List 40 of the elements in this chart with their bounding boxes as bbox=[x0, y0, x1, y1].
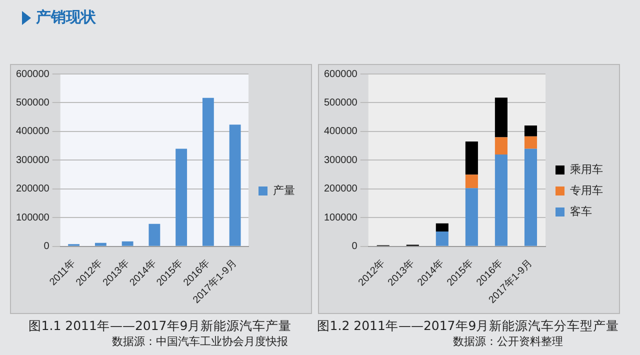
legend-label: 客车 bbox=[570, 205, 592, 218]
text: 数据源：公开资料整理 bbox=[452, 334, 564, 350]
legend-label: 乘用车 bbox=[570, 163, 603, 176]
bar bbox=[148, 224, 160, 246]
bar bbox=[229, 124, 241, 246]
bar bbox=[494, 154, 508, 246]
y-tick-label: 600000 bbox=[16, 68, 50, 80]
chart-title: 产销现状 bbox=[36, 8, 96, 27]
bar bbox=[122, 241, 134, 246]
bar bbox=[465, 142, 478, 175]
bar bbox=[94, 242, 106, 246]
y-tick-label: 400000 bbox=[16, 126, 50, 138]
y-tick-label: 0 bbox=[44, 241, 50, 252]
bar bbox=[436, 231, 448, 246]
bar bbox=[524, 148, 538, 246]
bar bbox=[494, 137, 508, 154]
bar bbox=[524, 125, 538, 136]
bar bbox=[436, 223, 448, 232]
y-tick-label: 100000 bbox=[16, 212, 50, 224]
y-tick-label: 0 bbox=[352, 241, 358, 252]
y-tick-label: 600000 bbox=[324, 68, 358, 80]
legend-label: 产量 bbox=[273, 184, 295, 198]
y-tick-label: 200000 bbox=[324, 184, 358, 195]
bar bbox=[465, 174, 478, 188]
y-tick-label: 500000 bbox=[324, 97, 358, 108]
bar bbox=[465, 188, 478, 246]
y-tick-label: 400000 bbox=[324, 126, 358, 138]
text: 数据源：中国汽车工业协会月度快报 bbox=[111, 334, 289, 350]
y-tick-label: 200000 bbox=[16, 184, 50, 195]
y-tick-label: 300000 bbox=[324, 154, 358, 166]
bar bbox=[176, 148, 188, 246]
text: 图1.1 2011年——2017年9月新能源汽车产量 bbox=[27, 318, 293, 334]
bar bbox=[524, 136, 538, 149]
legend-label: 专用车 bbox=[570, 184, 603, 198]
bar bbox=[494, 98, 508, 138]
bar bbox=[202, 98, 214, 246]
y-tick-label: 500000 bbox=[16, 97, 50, 108]
y-tick-label: 100000 bbox=[324, 212, 358, 224]
text: 图1.2 2011年——2017年9月新能源汽车分车型产量 bbox=[316, 318, 620, 334]
y-tick-label: 300000 bbox=[16, 154, 50, 166]
